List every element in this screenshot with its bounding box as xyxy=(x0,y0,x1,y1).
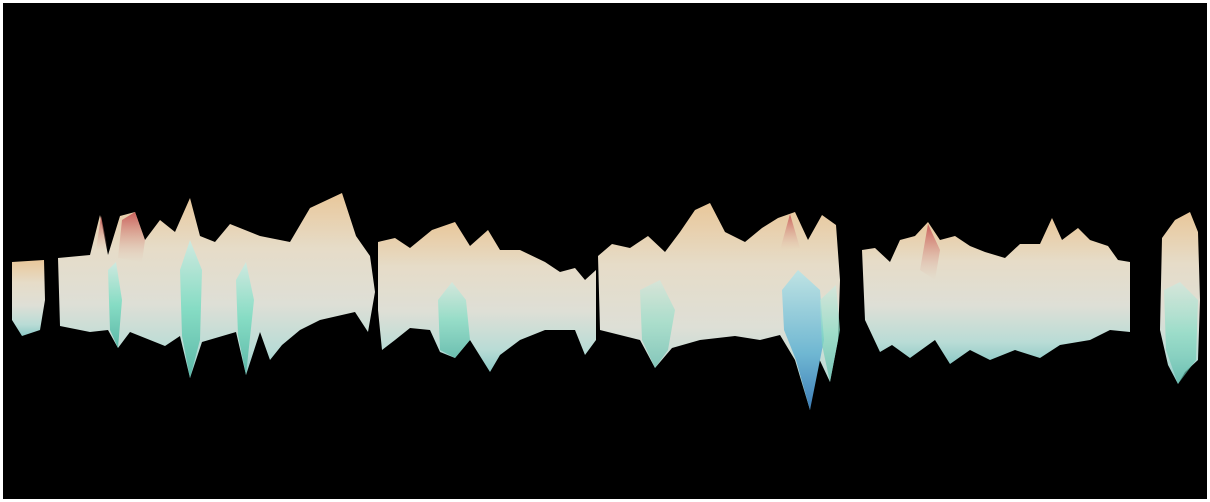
segment xyxy=(12,260,45,336)
page xyxy=(0,0,1210,502)
surface-view xyxy=(0,0,1210,502)
